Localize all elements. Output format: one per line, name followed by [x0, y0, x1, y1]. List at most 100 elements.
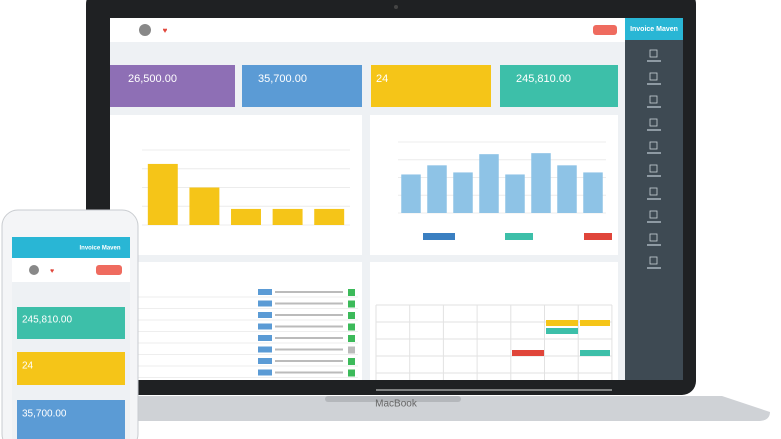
phone-logout[interactable] — [96, 265, 122, 275]
heart-icon: ♥ — [163, 26, 168, 35]
phone-heart: ♥ — [50, 268, 54, 275]
task-tag — [258, 300, 272, 307]
menu-label — [647, 221, 661, 223]
stat-value: 26,500.00 — [128, 73, 177, 85]
task-check — [348, 358, 355, 365]
charts — [142, 141, 606, 226]
phone-header — [12, 237, 130, 258]
menu-icon — [649, 72, 658, 81]
bar — [427, 165, 447, 213]
bar — [231, 208, 261, 225]
bar — [401, 174, 421, 213]
menu-icon — [649, 164, 658, 173]
task-check — [348, 346, 355, 354]
bar — [147, 163, 178, 225]
task-text — [275, 371, 343, 374]
menu-label — [647, 175, 661, 177]
task-tag — [258, 335, 272, 341]
logout-button[interactable] — [593, 25, 617, 35]
sidebar-header — [625, 18, 683, 40]
stat-card[interactable] — [500, 65, 618, 107]
task-check — [348, 300, 355, 308]
phone-stat-value: 24 — [22, 361, 34, 372]
menu-label — [647, 267, 661, 269]
task-tag — [258, 369, 272, 376]
laptop-notch — [325, 396, 461, 402]
task-text — [275, 302, 343, 305]
task-text — [275, 314, 343, 316]
task-check — [348, 369, 355, 377]
task-check — [348, 323, 355, 331]
menu-icon — [649, 233, 658, 242]
event — [580, 350, 610, 356]
phone-stat-card[interactable] — [17, 352, 125, 385]
menu-icon — [649, 118, 658, 127]
menu-label — [647, 152, 661, 154]
phone-stat-value: 245,810.00 — [22, 315, 72, 326]
event — [580, 320, 610, 326]
lower-panels — [115, 289, 613, 391]
task-text — [275, 348, 343, 351]
task-tag — [258, 323, 272, 330]
task-text — [275, 337, 343, 339]
panel — [110, 115, 362, 255]
menu-label — [647, 198, 661, 200]
bar — [272, 208, 303, 225]
stat-value: 24 — [376, 73, 388, 85]
stat-card[interactable] — [110, 65, 235, 107]
app-title: Invoice Maven — [630, 26, 678, 33]
event — [512, 350, 544, 356]
event — [546, 320, 578, 326]
menu-icon — [649, 256, 658, 265]
menu-icon — [649, 141, 658, 150]
bar — [189, 187, 220, 225]
task-check — [348, 335, 355, 342]
task-check — [348, 312, 355, 319]
camera — [394, 5, 398, 9]
stat-value: 245,810.00 — [516, 73, 571, 85]
bar — [479, 154, 499, 213]
panel — [110, 262, 362, 380]
avatar — [139, 24, 151, 36]
task-tag — [258, 358, 272, 364]
menu-icon — [649, 187, 658, 196]
bar — [557, 165, 577, 213]
bar — [505, 174, 525, 213]
phone-stat-value: 35,700.00 — [22, 409, 67, 420]
menu-label — [647, 60, 661, 62]
phone-avatar — [29, 265, 39, 275]
menu-label — [647, 106, 661, 108]
stat-card[interactable] — [371, 65, 491, 107]
task-check — [348, 289, 355, 296]
stat-value: 35,700.00 — [258, 73, 307, 85]
menu-label — [647, 244, 661, 246]
task-tag — [258, 346, 272, 353]
event — [546, 328, 578, 334]
top-bar — [110, 18, 625, 42]
legend-chip — [505, 233, 533, 240]
bar — [314, 208, 345, 225]
task-text — [275, 325, 343, 328]
menu-icon — [649, 49, 658, 58]
menu-icon — [649, 95, 658, 104]
sidebar-menu — [647, 49, 661, 269]
phone-app-title: Invoice Maven — [79, 246, 120, 252]
menu-icon — [649, 210, 658, 219]
menu-label — [647, 83, 661, 85]
stat-card[interactable] — [242, 65, 362, 107]
legend-chip — [584, 233, 612, 240]
bar — [531, 153, 551, 213]
task-text — [275, 360, 343, 362]
task-text — [275, 291, 343, 293]
menu-label — [647, 129, 661, 131]
phone-stat-card[interactable] — [17, 400, 125, 439]
phone-stat-card[interactable] — [17, 307, 125, 339]
laptop-brand: MacBook — [375, 399, 418, 410]
task-tag — [258, 312, 272, 318]
laptop-base — [14, 396, 770, 421]
task-tag — [258, 289, 272, 295]
legend-chip — [423, 233, 455, 240]
bar — [583, 172, 603, 213]
